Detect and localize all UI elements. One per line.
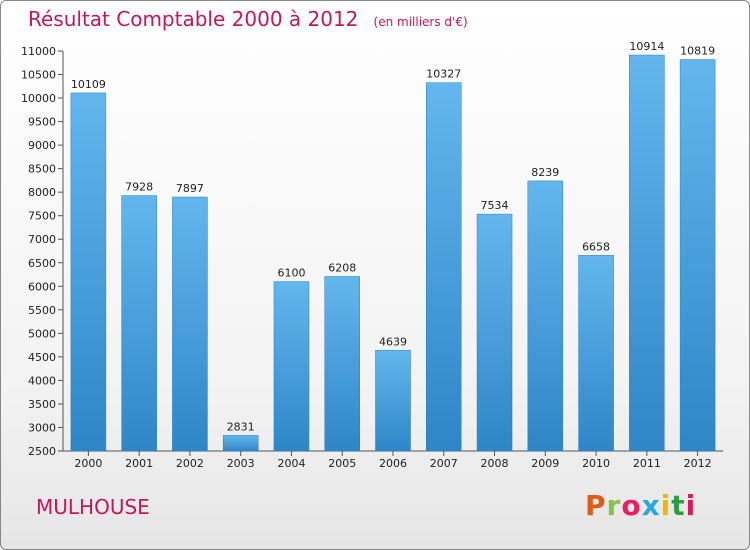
logo-letter: i	[685, 489, 697, 522]
y-tick-label: 7000	[28, 233, 56, 246]
y-tick-label: 3000	[28, 421, 56, 434]
data-label-2010: 6658	[582, 240, 610, 253]
y-tick-label: 2500	[28, 445, 56, 458]
y-tick-label: 9500	[28, 116, 56, 129]
data-label-2003: 2831	[227, 420, 255, 433]
x-tick-label-2005: 2005	[328, 457, 356, 470]
bar-2010	[578, 255, 614, 452]
y-tick-label: 3500	[28, 398, 56, 411]
chart-title-text: Résultat Comptable 2000 à 2012	[28, 7, 359, 31]
bar-2011	[629, 54, 665, 452]
y-tick-label: 5500	[28, 304, 56, 317]
bar-2009	[527, 180, 564, 452]
x-tick-label-2007: 2007	[430, 457, 458, 470]
y-tick-label: 6000	[28, 280, 56, 293]
bar-2006	[375, 350, 411, 452]
y-tick-label: 6500	[28, 257, 56, 270]
chart-unit: (en milliers d'€)	[373, 15, 468, 29]
x-tick-label-2012: 2012	[684, 457, 712, 470]
x-tick-label-2006: 2006	[379, 457, 407, 470]
bar-2004	[273, 281, 310, 452]
y-tick-label: 11000	[21, 45, 56, 58]
logo-letter: i	[660, 489, 672, 522]
logo-letter: o	[621, 489, 642, 522]
data-label-2009: 8239	[531, 166, 559, 179]
logo-letter: P	[585, 489, 607, 522]
city-name: MULHOUSE	[36, 495, 150, 519]
data-label-2006: 4639	[379, 335, 407, 348]
x-tick-label-2000: 2000	[74, 457, 102, 470]
bar-2002	[172, 196, 208, 452]
y-tick-label: 8000	[28, 186, 56, 199]
y-tick-label: 7500	[28, 210, 56, 223]
bar-2008	[476, 213, 513, 452]
x-tick-label-2008: 2008	[481, 457, 509, 470]
logo-letter: t	[671, 489, 686, 522]
x-tick-label-2010: 2010	[582, 457, 610, 470]
data-label-2000: 10109	[71, 78, 106, 91]
bar-2005	[324, 276, 360, 452]
bar-2003	[222, 435, 259, 452]
chart-title: Résultat Comptable 2000 à 2012 (en milli…	[28, 7, 468, 31]
x-tick-label-2004: 2004	[277, 457, 305, 470]
bars	[70, 54, 716, 452]
y-tick-label: 4500	[28, 351, 56, 364]
y-tick-label: 5000	[28, 327, 56, 340]
y-tick-label: 8500	[28, 163, 56, 176]
data-label-2001: 7928	[125, 181, 153, 194]
bar-2012	[679, 59, 716, 452]
data-label-2002: 7897	[176, 182, 204, 195]
data-labels: 10109 7928 7897 2831 6100 6208 4639 10327 7534 82…	[71, 40, 715, 433]
x-tick-label-2001: 2001	[125, 457, 153, 470]
proxiti-logo[interactable]: Proxiti	[585, 489, 696, 522]
data-label-2008: 7534	[481, 199, 509, 212]
y-tick-label: 4000	[28, 374, 56, 387]
bar-2001	[121, 195, 157, 452]
x-tick-label-2003: 2003	[227, 457, 255, 470]
logo-letter: x	[641, 489, 661, 522]
y-tick-label: 10500	[21, 69, 56, 82]
data-label-2005: 6208	[328, 262, 356, 275]
data-label-2004: 6100	[277, 267, 305, 280]
y-axis: 2500 3000 3500 4000 4500 5000 5500 6000 6500 7000…	[21, 45, 723, 458]
bar-2000	[70, 92, 107, 452]
data-label-2012: 10819	[680, 45, 715, 58]
x-tick-label-2002: 2002	[176, 457, 204, 470]
data-label-2007: 10327	[426, 68, 461, 81]
x-axis: 2000 2001 2002 2003 2004 2005 2006 2007 2008 2009…	[74, 451, 712, 470]
logo-letter: r	[606, 489, 622, 522]
bar-2007	[426, 82, 462, 452]
data-label-2011: 10914	[629, 40, 664, 53]
x-tick-label-2009: 2009	[531, 457, 559, 470]
x-tick-label-2011: 2011	[633, 457, 661, 470]
y-tick-label: 10000	[21, 92, 56, 105]
y-tick-label: 9000	[28, 139, 56, 152]
